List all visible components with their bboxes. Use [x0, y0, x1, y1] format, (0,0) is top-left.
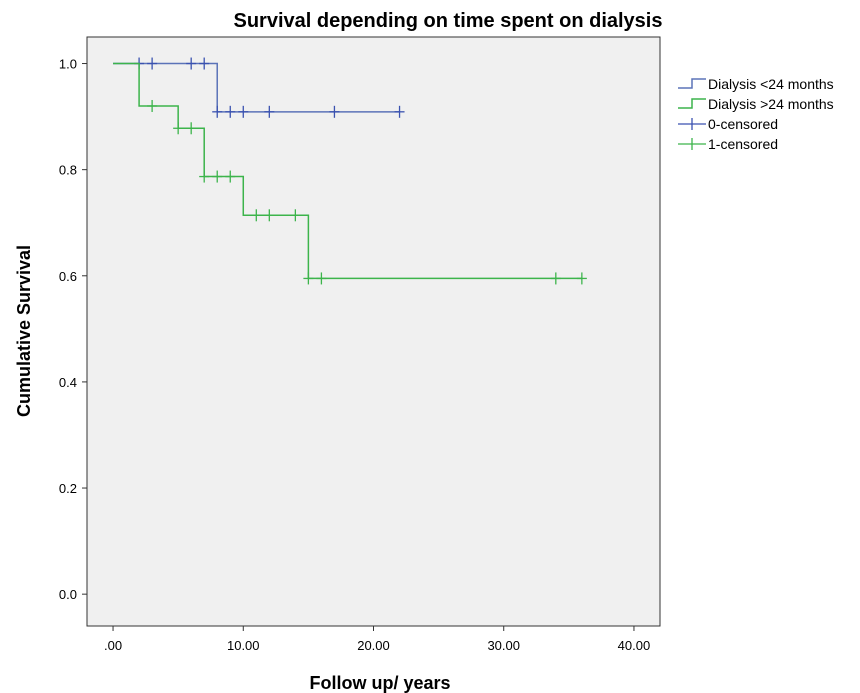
x-axis-label: Follow up/ years: [309, 673, 450, 693]
legend: Dialysis <24 months Dialysis >24 months 0-…: [678, 76, 834, 152]
y-tick-label: 1.0: [59, 57, 77, 72]
series-1-censor-mark: [550, 272, 561, 285]
series-1-censor-mark: [225, 170, 236, 183]
series-0-censor-mark: [147, 57, 158, 70]
legend-item: Dialysis <24 months: [678, 76, 834, 92]
y-axis-label: Cumulative Survival: [14, 245, 34, 417]
legend-label: Dialysis >24 months: [708, 96, 834, 112]
series-1-censor-mark: [251, 209, 262, 222]
y-tick-label: 0.8: [59, 163, 77, 178]
series-1-censor-mark: [173, 122, 184, 135]
series-1-censor-mark: [264, 209, 275, 222]
x-tick-label: 40.00: [618, 638, 651, 653]
series-0-censor-mark: [225, 105, 236, 118]
series-1-censor-mark: [147, 99, 158, 112]
series-1-censor-mark: [290, 209, 301, 222]
series-0-censor-mark: [329, 105, 340, 118]
plot-area: [86, 36, 661, 627]
legend-label: Dialysis <24 months: [708, 76, 834, 92]
series-0-censor-mark: [394, 105, 405, 118]
series-0-censor-mark: [186, 57, 197, 70]
legend-label: 0-censored: [708, 116, 778, 132]
series-0-censor-mark: [212, 105, 223, 118]
legend-line-swatch: [678, 98, 706, 109]
y-axis: 0.0 0.2 0.4 0.6 0.8 1.0: [59, 57, 87, 602]
x-tick-label: 10.00: [227, 638, 260, 653]
series-0-line: [113, 62, 400, 113]
x-axis: .00 10.00 20.00 30.00 40.00: [104, 626, 650, 653]
y-tick-label: 0.4: [59, 375, 77, 390]
legend-item: 1-censored: [678, 136, 778, 152]
series-1-censor-mark: [576, 272, 587, 285]
y-tick-label: 0.6: [59, 269, 77, 284]
y-tick-label: 0.2: [59, 481, 77, 496]
legend-line-swatch: [678, 78, 706, 89]
series-1-censor-mark: [303, 272, 314, 285]
x-tick-label: 30.00: [487, 638, 520, 653]
legend-item: 0-censored: [678, 116, 778, 132]
legend-item: Dialysis >24 months: [678, 96, 834, 112]
series-1-line: [113, 62, 582, 280]
y-tick-label: 0.0: [59, 587, 77, 602]
x-tick-label: .00: [104, 638, 122, 653]
x-tick-label: 20.00: [357, 638, 390, 653]
legend-label: 1-censored: [708, 136, 778, 152]
series-1-censor-mark: [199, 170, 210, 183]
series-layer: [113, 57, 587, 285]
series-1-censor-mark: [186, 122, 197, 135]
series-0-censor-mark: [199, 57, 210, 70]
chart-title: Survival depending on time spent on dial…: [234, 10, 663, 32]
series-1-censor-mark: [212, 170, 223, 183]
series-0-censor-mark: [238, 105, 249, 118]
series-0-censor-mark: [264, 105, 275, 118]
series-1-censor-mark: [316, 272, 327, 285]
